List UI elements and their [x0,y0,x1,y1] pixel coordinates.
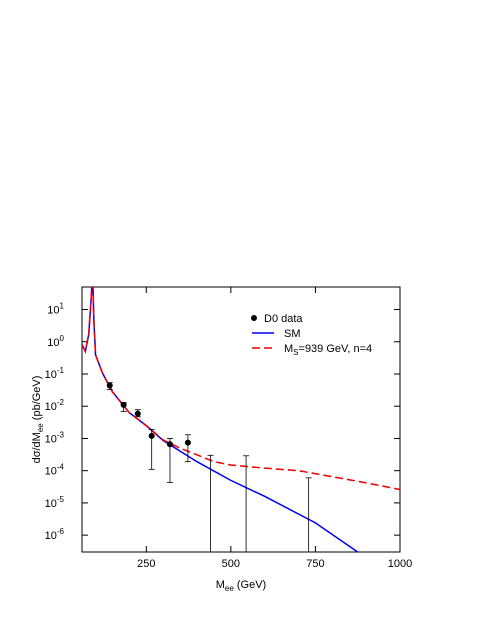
data-point [106,382,113,389]
y-axis-label-main: dσ/dM [31,432,43,463]
y-tick-label: 10-2 [45,398,65,413]
data-point [184,439,191,446]
y-tick-label: 101 [47,302,64,317]
x-axis-label: Mee (GeV) [216,579,266,593]
x-axis-label-sub: ee [225,584,234,593]
legend-label: SM [284,328,301,340]
data-point [120,401,127,408]
plot-area [82,287,400,552]
y-tick-exp: -4 [57,463,65,472]
x-tick-label: 500 [222,558,240,570]
y-tick-base: 10 [45,530,57,542]
legend-label-main: M [284,343,293,355]
legend-label: MS=939 GeV, n=4 [284,343,372,357]
y-tick-exp: -1 [57,366,65,375]
legend-marker [251,315,257,321]
y-tick-label: 10-3 [45,430,65,445]
data-point [148,432,155,439]
y-axis-label-rest: (pb/GeV) [31,376,43,424]
y-tick-label: 10-4 [45,463,65,478]
y-tick-exp: 0 [60,334,65,343]
y-tick-label: 10-5 [45,495,65,510]
legend-label-sub: S [293,348,298,357]
plot-frame [81,286,401,553]
legend-label-main: SM [284,328,301,340]
legend-label-rest: =939 GeV, n=4 [299,343,373,355]
y-tick-exp: -5 [57,495,65,504]
y-tick-exp: -3 [57,430,65,439]
x-tick-label: 750 [306,558,324,570]
y-tick-base: 10 [47,305,59,317]
y-axis-label: dσ/dMee (pb/GeV) [31,376,45,464]
y-tick-label: 10-6 [45,527,65,542]
x-tick-label: 250 [137,558,155,570]
y-tick-base: 10 [45,498,57,510]
legend-label: D0 data [264,313,303,325]
y-tick-exp: 1 [60,302,65,311]
y-tick-base: 10 [45,433,57,445]
data-point [134,410,141,417]
y-tick-label: 100 [47,334,64,349]
x-axis-label-main: M [216,579,225,591]
y-tick-base: 10 [45,401,57,413]
y-tick-base: 10 [45,466,57,478]
y-tick-label: 10-1 [45,366,65,381]
y-tick-exp: -2 [57,398,65,407]
y-tick-base: 10 [45,369,57,381]
x-axis-label-rest: (GeV) [234,579,266,591]
x-tick-label: 1000 [388,558,412,570]
y-tick-base: 10 [47,337,59,349]
y-tick-exp: -6 [57,527,65,536]
line-series [82,287,400,491]
data-point [166,441,173,448]
y-axis-label-sub: ee [36,423,45,432]
